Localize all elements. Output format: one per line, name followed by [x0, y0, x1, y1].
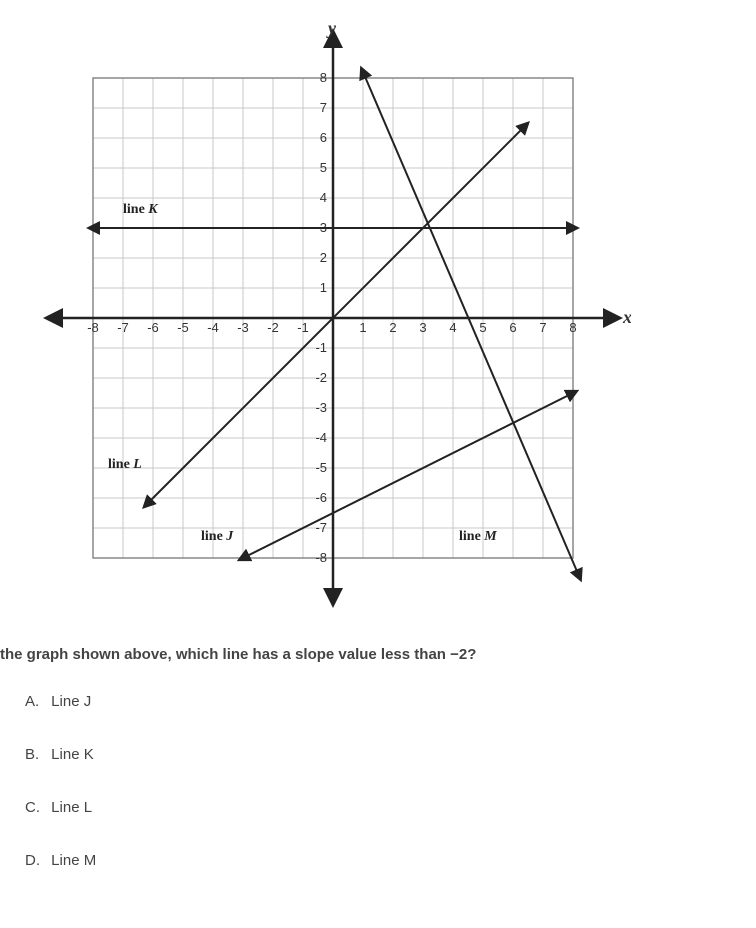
choice-letter: B.	[25, 746, 47, 763]
choice-text: Line L	[51, 799, 92, 816]
svg-text:6: 6	[509, 320, 516, 335]
svg-text:-3: -3	[315, 400, 327, 415]
choice-letter: A.	[25, 693, 47, 710]
svg-text:8: 8	[569, 320, 576, 335]
svg-text:8: 8	[320, 70, 327, 85]
svg-text:-2: -2	[267, 320, 279, 335]
svg-text:3: 3	[419, 320, 426, 335]
svg-text:7: 7	[320, 100, 327, 115]
svg-text:5: 5	[479, 320, 486, 335]
svg-text:-8: -8	[315, 550, 327, 565]
line-label-l: line L	[108, 457, 142, 472]
x-axis-label: x	[622, 307, 631, 327]
choice-letter: C.	[25, 799, 47, 816]
svg-text:-4: -4	[207, 320, 219, 335]
svg-text:4: 4	[449, 320, 456, 335]
svg-text:-6: -6	[315, 490, 327, 505]
choice-a: A. Line J	[25, 693, 756, 710]
svg-text:2: 2	[320, 250, 327, 265]
line-l	[147, 126, 525, 504]
svg-text:-2: -2	[315, 370, 327, 385]
svg-text:1: 1	[359, 320, 366, 335]
choice-d: D. Line M	[25, 852, 756, 869]
question-text: the graph shown above, which line has a …	[0, 646, 756, 663]
svg-text:4: 4	[320, 190, 327, 205]
choice-text: Line K	[51, 746, 94, 763]
graph-svg: -8 -7 -6 -5 -4 -3 -2 -1 1 2 3 4 5 6 7 8 -8 -7 -6 -5 -4 -3 -2 -…	[35, 20, 631, 616]
svg-text:-7: -7	[117, 320, 129, 335]
plotted-lines	[93, 72, 579, 576]
svg-text:5: 5	[320, 160, 327, 175]
svg-text:-5: -5	[177, 320, 189, 335]
svg-text:2: 2	[389, 320, 396, 335]
line-label-k: line K	[123, 202, 159, 217]
y-axis-label: y	[326, 20, 337, 38]
svg-text:7: 7	[539, 320, 546, 335]
choice-c: C. Line L	[25, 799, 756, 816]
svg-text:6: 6	[320, 130, 327, 145]
choice-letter: D.	[25, 852, 47, 869]
line-label-m: line M	[459, 529, 497, 544]
line-label-j: line J	[201, 529, 234, 544]
svg-text:-6: -6	[147, 320, 159, 335]
choice-b: B. Line K	[25, 746, 756, 763]
svg-text:-4: -4	[315, 430, 327, 445]
answer-choices: A. Line J B. Line K C. Line L D. Line M	[25, 693, 756, 869]
svg-text:-3: -3	[237, 320, 249, 335]
svg-text:-7: -7	[315, 520, 327, 535]
svg-text:-1: -1	[297, 320, 309, 335]
svg-text:-1: -1	[315, 340, 327, 355]
coordinate-graph: -8 -7 -6 -5 -4 -3 -2 -1 1 2 3 4 5 6 7 8 -8 -7 -6 -5 -4 -3 -2 -…	[35, 20, 631, 616]
svg-text:-8: -8	[87, 320, 99, 335]
svg-text:1: 1	[320, 280, 327, 295]
choice-text: Line J	[51, 693, 91, 710]
line-j	[243, 393, 573, 558]
choice-text: Line M	[51, 852, 96, 869]
svg-text:-5: -5	[315, 460, 327, 475]
